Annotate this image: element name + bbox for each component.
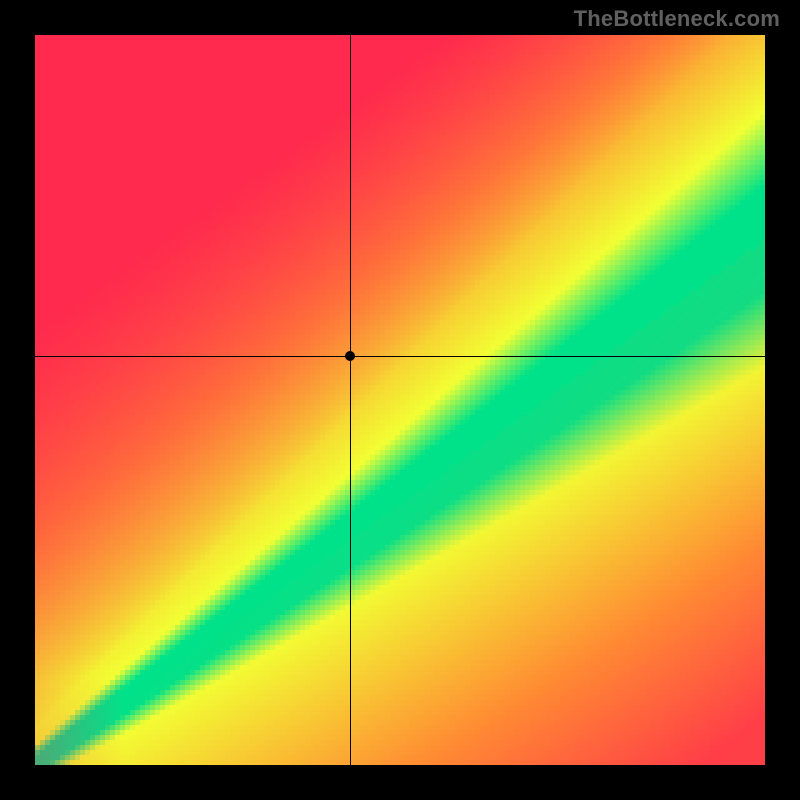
heatmap-plot <box>35 35 765 765</box>
watermark-text: TheBottleneck.com <box>574 6 780 32</box>
heatmap-canvas <box>35 35 765 765</box>
